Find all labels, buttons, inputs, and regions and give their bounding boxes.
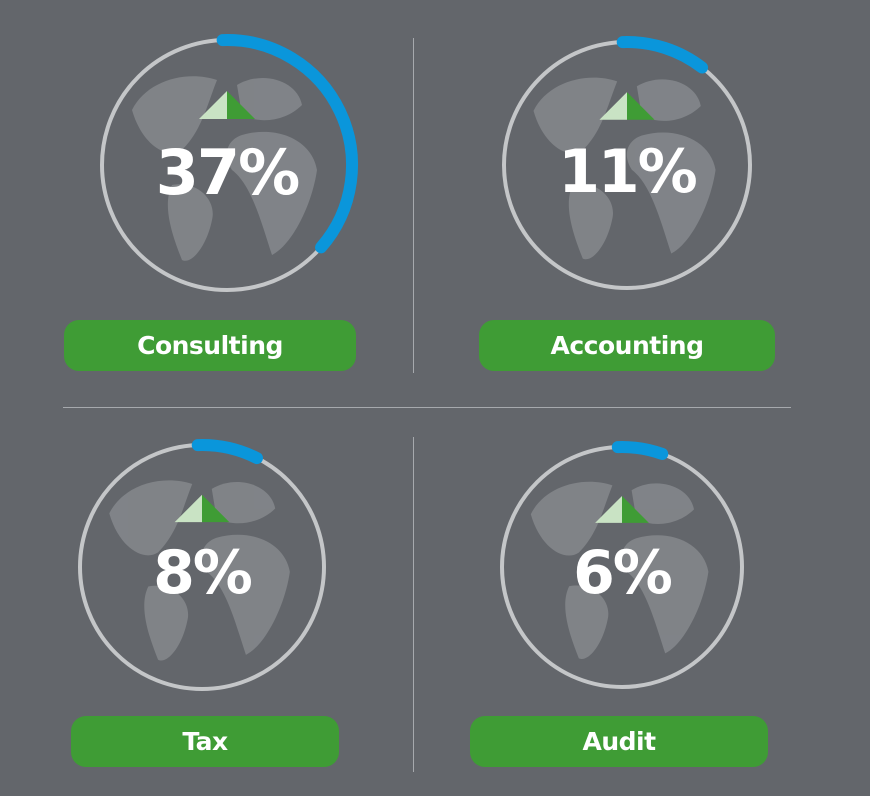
gauge-progress-arc — [216, 34, 358, 254]
vertical-divider-top — [413, 38, 414, 373]
gauge-accounting — [492, 30, 762, 300]
trend-up-icon — [599, 92, 655, 120]
gauge-value: 37% — [155, 136, 300, 209]
trend-up-icon — [595, 495, 649, 523]
gauge-svg — [100, 34, 358, 292]
globe-icon — [132, 76, 317, 261]
label-text: Tax — [182, 727, 228, 756]
gauge-svg — [500, 441, 744, 689]
gauge-value: 6% — [573, 538, 673, 608]
globe-icon — [109, 480, 290, 661]
label-text: Audit — [582, 727, 656, 756]
gauge-tax — [68, 433, 336, 701]
gauge-value: 8% — [153, 538, 253, 608]
vertical-divider-bottom — [413, 437, 414, 772]
globe-icon — [530, 481, 709, 659]
label-pill-accounting: Accounting — [479, 320, 775, 371]
gauge-value: 11% — [558, 137, 698, 207]
horizontal-divider — [63, 407, 791, 408]
gauge-audit — [490, 435, 754, 699]
label-pill-tax: Tax — [71, 716, 339, 767]
gauge-progress-arc — [191, 439, 264, 465]
gauge-svg — [502, 36, 752, 290]
label-pill-consulting: Consulting — [64, 320, 356, 371]
gauge-progress-arc — [616, 36, 709, 74]
gauge-consulting — [90, 28, 364, 302]
trend-up-icon — [199, 91, 255, 119]
label-text: Accounting — [550, 331, 704, 360]
gauge-progress-arc — [611, 441, 669, 460]
label-pill-audit: Audit — [470, 716, 768, 767]
label-text: Consulting — [137, 331, 283, 360]
gauge-svg — [78, 439, 326, 691]
globe-icon — [533, 77, 716, 260]
